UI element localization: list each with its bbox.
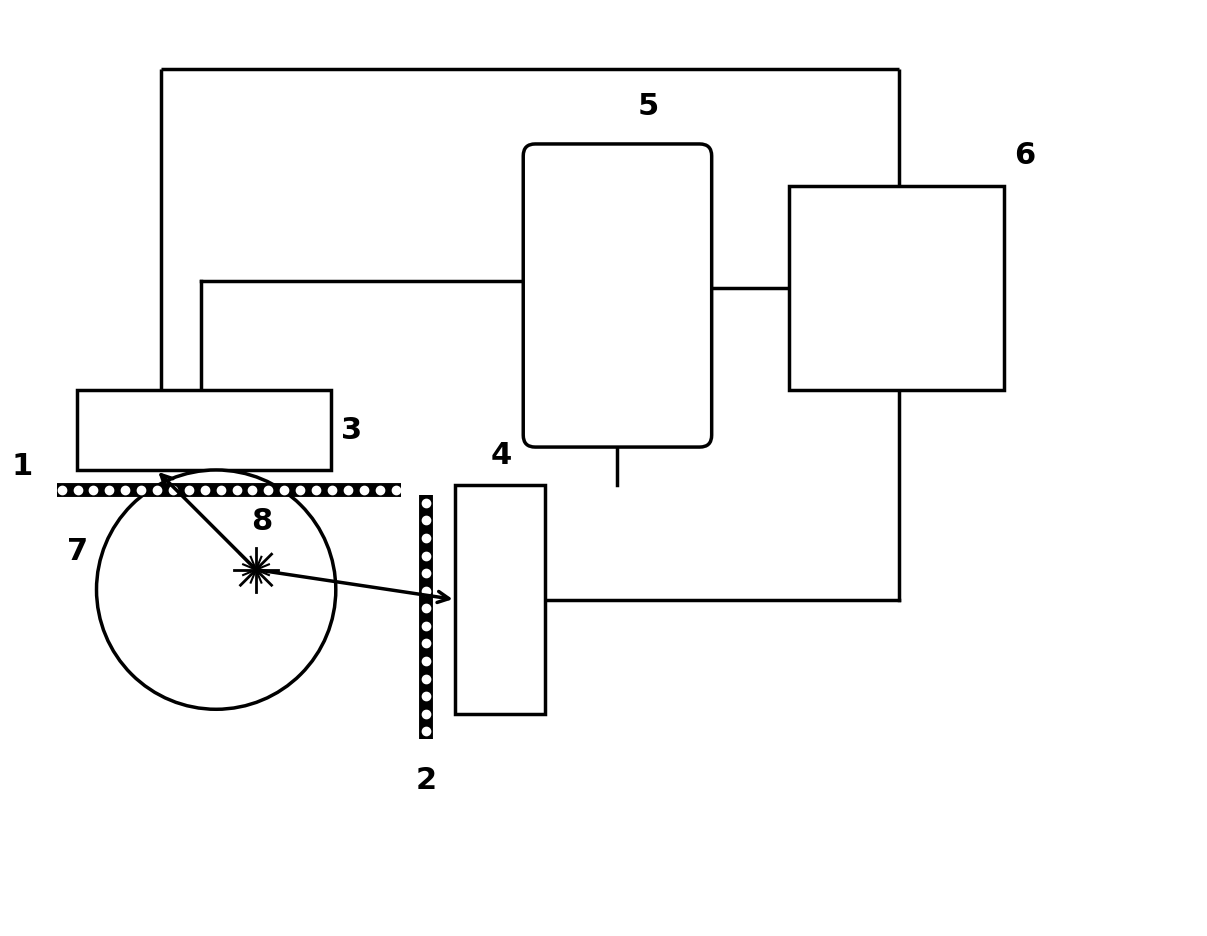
Text: 2: 2 (415, 766, 437, 795)
Bar (76, 390, 331, 470)
Bar (789, 186, 1004, 390)
Bar (455, 485, 546, 714)
Text: 1: 1 (12, 452, 33, 481)
Text: 7: 7 (66, 536, 88, 565)
Text: 6: 6 (1014, 141, 1036, 170)
FancyBboxPatch shape (524, 144, 712, 447)
Circle shape (97, 470, 336, 709)
Text: 3: 3 (340, 416, 362, 445)
Text: 5: 5 (637, 92, 659, 121)
Text: 4: 4 (490, 441, 512, 470)
Text: 8: 8 (251, 506, 273, 535)
